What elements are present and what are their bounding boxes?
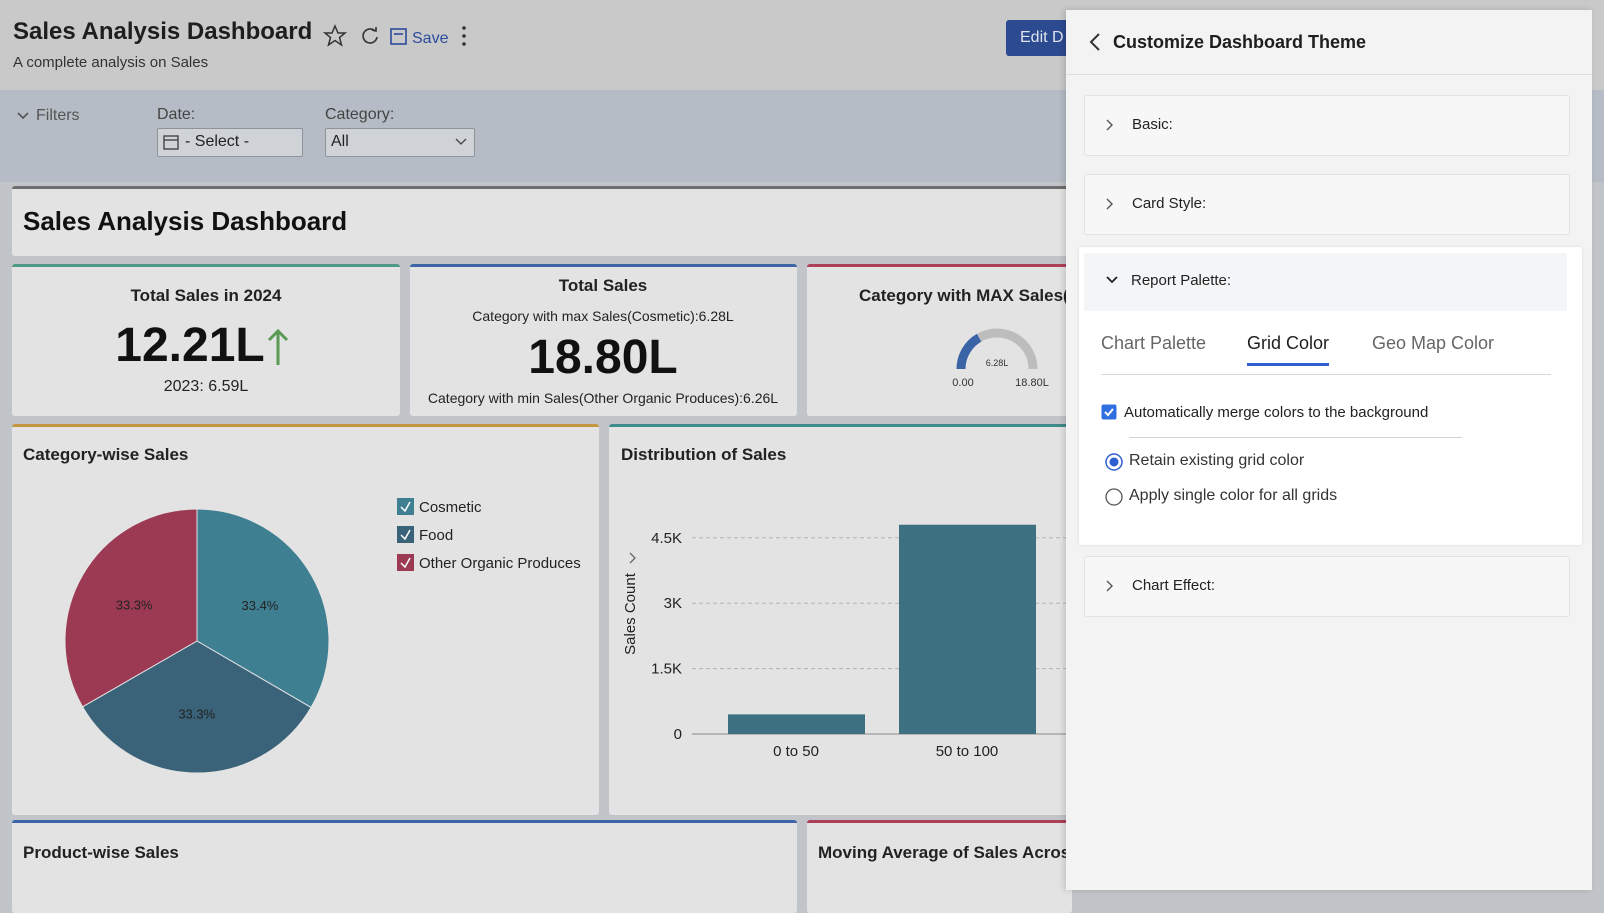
kpi-card — [410, 264, 797, 416]
legend-swatch — [397, 498, 414, 515]
banner-card — [12, 186, 1072, 256]
divider — [1066, 74, 1592, 75]
tab-divider — [1101, 374, 1551, 375]
dashboard-subtitle: A complete analysis on Sales — [13, 54, 209, 71]
legend-check — [400, 501, 411, 513]
radio-label[interactable]: Apply single color for all grids — [1129, 487, 1338, 504]
kpi-title: Total Sales in 2024 — [130, 286, 282, 305]
chevron — [1106, 198, 1113, 210]
filter-chevron[interactable] — [16, 110, 32, 122]
kpi-title: Total Sales — [558, 276, 648, 295]
header-icons[interactable] — [322, 22, 472, 52]
section-label: Chart Effect: — [1132, 577, 1216, 594]
tab[interactable]: Chart Palette — [1101, 333, 1207, 353]
chart-layer: 6.28L 0.00 18.80L 33.4% Cosmetic 33.3% Food 33.… — [64, 328, 1066, 774]
radio-label[interactable]: Retain existing grid color — [1129, 452, 1305, 469]
gauge-fill — [956, 333, 982, 370]
checkbox-label[interactable]: Automatically merge colors to the backgr… — [1124, 404, 1429, 421]
calendar-icon — [163, 135, 179, 150]
checkbox[interactable] — [1101, 404, 1117, 420]
save-button[interactable]: Save — [412, 30, 449, 47]
slice-label: 33.4% — [242, 598, 279, 613]
gauge-min: 0.00 — [952, 377, 973, 389]
chart-title: Category-wise Sales — [23, 445, 189, 464]
bar — [728, 714, 865, 734]
filters-toggle[interactable]: Filters — [36, 107, 80, 124]
kpi-card — [807, 264, 1072, 416]
tab[interactable]: Geo Map Color — [1372, 333, 1495, 353]
gauge-max: 18.80L — [1015, 377, 1049, 389]
legend-label: Cosmetic — [419, 499, 482, 516]
chevron — [1106, 580, 1113, 592]
kpi-bottom: Category with min Sales(Other Organic Pr… — [427, 390, 779, 406]
y-tick-label: 1.5K — [651, 661, 682, 678]
category-value: All — [331, 133, 349, 150]
dashboard-title: Sales Analysis Dashboard — [13, 18, 313, 45]
y-axis-label: Sales Count — [622, 572, 639, 655]
banner-title: Sales Analysis Dashboard — [23, 206, 348, 236]
kpi-card — [12, 264, 400, 416]
section-card-style[interactable]: Card Style: — [1084, 174, 1570, 235]
radio-selected[interactable] — [1105, 453, 1123, 471]
back-button[interactable] — [1088, 32, 1102, 52]
panel-title: Customize Dashboard Theme — [1113, 32, 1367, 52]
divider — [1129, 437, 1462, 438]
up-arrow — [267, 328, 289, 365]
chart-title: Distribution of Sales — [621, 445, 787, 464]
bar — [899, 524, 1036, 734]
kpi-value: 12.21L — [115, 319, 265, 372]
select-caret — [455, 138, 467, 145]
legend-label: Other Organic Produces — [419, 555, 581, 572]
tab[interactable]: Grid Color — [1247, 333, 1330, 366]
section-label: Card Style: — [1132, 195, 1207, 212]
section-report-palette: Report Palette: Chart Palette Grid Color G… — [1079, 247, 1582, 545]
y-tick-label: 3K — [664, 595, 682, 612]
chevron — [1106, 119, 1113, 131]
section-chart-effect[interactable]: Chart Effect: — [1084, 556, 1570, 617]
kpi-title: Category with MAX Sales( — [859, 286, 1069, 305]
slice-label: 33.3% — [116, 598, 153, 613]
category-label: Category: — [325, 106, 395, 123]
date-value: - Select - — [185, 133, 250, 150]
pie-slice — [64, 508, 198, 708]
kpi-sub: 2023: 6.59L — [163, 378, 249, 395]
axis-toggle — [629, 552, 636, 564]
card-title: Moving Average of Sales Across — [818, 843, 1080, 862]
legend-label: Food — [419, 527, 453, 544]
category-select[interactable] — [325, 128, 475, 157]
section-label: Report Palette: — [1131, 272, 1232, 289]
section-header[interactable] — [1084, 253, 1567, 311]
legend-swatch — [397, 526, 414, 543]
legend-swatch — [397, 554, 414, 571]
x-tick-label: 50 to 100 — [936, 743, 999, 760]
gauge-value: 6.28L — [986, 358, 1009, 368]
date-label: Date: — [157, 106, 196, 123]
kpi-value: 18.80L — [528, 331, 678, 384]
pie-slice — [196, 508, 330, 709]
legend-check — [400, 557, 411, 569]
y-tick-label: 4.5K — [651, 530, 682, 547]
x-tick-label: 0 to 50 — [773, 743, 819, 760]
radio[interactable] — [1105, 488, 1123, 506]
section-basic[interactable]: Basic: — [1084, 95, 1570, 156]
date-input[interactable] — [157, 128, 303, 157]
y-tick-label: 0 — [674, 726, 682, 743]
section-label: Basic: — [1132, 116, 1173, 133]
chevron — [1106, 276, 1118, 284]
kpi-top: Category with max Sales(Cosmetic):6.28L — [472, 308, 734, 324]
slice-label: 33.3% — [178, 707, 215, 722]
legend-check — [400, 529, 411, 541]
theme-panel: Customize Dashboard Theme Basic: Card St… — [1066, 10, 1592, 890]
card-title: Product-wise Sales — [23, 843, 179, 862]
